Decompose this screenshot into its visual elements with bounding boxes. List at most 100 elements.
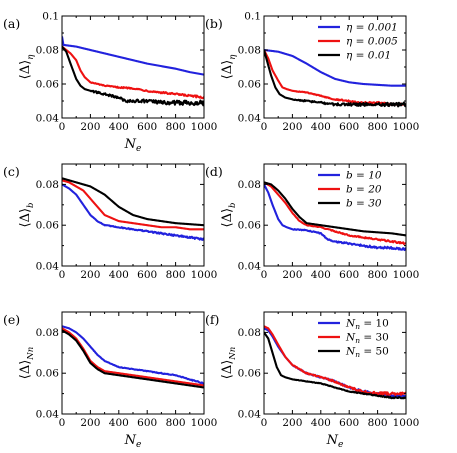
x-tick-label: 1000 xyxy=(191,269,218,281)
legend-label-main: η = 0.01 xyxy=(346,50,391,62)
y-tick-label: 0.06 xyxy=(238,368,262,380)
x-tick-label: 1000 xyxy=(191,121,218,133)
panel-label: (e) xyxy=(3,312,20,327)
x-tick-label: 400 xyxy=(109,269,129,281)
panel-e: 0 200 400 600 800 1000 0.04 0.06 0.08 (e) Ne ⟨Δ⟩Nn xyxy=(3,311,217,450)
series-line-black xyxy=(264,181,406,237)
x-tick-label: 200 xyxy=(282,269,302,281)
y-tick-label: 0.08 xyxy=(36,327,59,339)
legend-label-sub: n xyxy=(355,336,360,345)
y-tick-label: 0.06 xyxy=(238,79,262,91)
y-tick-label: 0.08 xyxy=(36,179,59,191)
x-tick-label: 800 xyxy=(368,121,388,133)
x-tick-label: 600 xyxy=(339,121,359,133)
y-tick-label: 0.08 xyxy=(238,45,261,57)
x-tick-label: 600 xyxy=(137,269,157,281)
x-tick-label: 600 xyxy=(137,417,157,429)
series-group xyxy=(62,177,204,241)
y-tick-label: 0.06 xyxy=(36,368,60,380)
legend-label-value: = 30 xyxy=(360,332,389,344)
x-tick-label: 200 xyxy=(80,417,100,429)
y-tick-label: 0.04 xyxy=(238,409,262,421)
x-tick-label: 400 xyxy=(311,417,331,429)
y-axis-label: ⟨Δ⟩Nn xyxy=(18,347,36,379)
series-line-blue xyxy=(62,183,204,241)
series-group xyxy=(264,325,406,400)
x-tick-label: 800 xyxy=(368,269,388,281)
series-line-black xyxy=(62,45,204,107)
legend-label-value: = 50 xyxy=(360,346,389,358)
series-line-black xyxy=(264,49,406,108)
legend-label-main: N xyxy=(345,332,356,344)
series-line-black xyxy=(62,329,204,389)
x-axis-label: Ne xyxy=(124,137,142,154)
x-tick-label: 0 xyxy=(261,269,268,281)
x-tick-label: 1000 xyxy=(393,417,420,429)
x-tick-label: 400 xyxy=(109,417,129,429)
x-axis-label-main: N xyxy=(326,433,339,448)
y-axis-label: ⟨Δ⟩η xyxy=(18,54,36,80)
legend-label-value: = 10 xyxy=(360,318,389,330)
y-tick-label: 0.04 xyxy=(238,261,262,273)
panel-d: 0 200 400 600 800 1000 0.04 0.06 0.08 (d) ⟨Δ⟩b b = … xyxy=(205,163,420,281)
y-axis-label-sub: η xyxy=(228,54,238,60)
y-axis-label: ⟨Δ⟩η xyxy=(220,54,238,80)
plot-frame xyxy=(61,311,205,415)
x-axis-label-sub: e xyxy=(338,440,343,450)
y-tick-label: 0.08 xyxy=(238,327,261,339)
x-tick-label: 400 xyxy=(311,121,331,133)
x-tick-label: 0 xyxy=(59,121,66,133)
series-group xyxy=(264,48,406,108)
panel-label: (c) xyxy=(3,164,20,179)
x-tick-label: 0 xyxy=(59,417,66,429)
y-tick-label: 0.06 xyxy=(238,220,262,232)
legend-label-main: b = 30 xyxy=(346,198,382,210)
legend-label: b = 30 xyxy=(346,198,382,210)
x-tick-label: 200 xyxy=(80,121,100,133)
legend-label: b = 10 xyxy=(346,170,382,182)
series-group xyxy=(62,36,204,107)
panel-c: 0 200 400 600 800 1000 0.04 0.06 0.08 (c) ⟨Δ⟩b xyxy=(3,163,218,281)
y-tick-label: 0.04 xyxy=(36,409,60,421)
series-line-red xyxy=(264,181,406,246)
x-tick-label: 600 xyxy=(339,269,359,281)
y-axis-label-sub: Nn xyxy=(26,347,36,361)
series-group xyxy=(264,181,406,252)
y-tick-label: 0.04 xyxy=(238,113,262,125)
x-axis-label-main: N xyxy=(124,137,137,152)
legend-label-main: b = 20 xyxy=(346,184,382,196)
x-tick-label: 1000 xyxy=(393,269,420,281)
x-tick-label: 600 xyxy=(137,121,157,133)
x-axis-label-sub: e xyxy=(136,144,141,154)
series-line-red xyxy=(264,325,406,396)
x-tick-label: 0 xyxy=(59,269,66,281)
y-tick-label: 0.04 xyxy=(36,113,60,125)
legend-label: Nn = 10 xyxy=(345,318,389,332)
plot-frame xyxy=(263,163,407,267)
y-tick-label: 0.08 xyxy=(36,45,59,57)
series-line-blue xyxy=(264,183,406,252)
x-tick-label: 800 xyxy=(166,269,186,281)
series-line-red xyxy=(62,179,204,231)
legend-label-main: b = 10 xyxy=(346,170,382,182)
legend-label-sub: n xyxy=(355,350,360,359)
y-tick-label: 0.1 xyxy=(42,11,59,23)
y-axis-label: ⟨Δ⟩b xyxy=(220,203,238,228)
x-tick-label: 1000 xyxy=(393,121,420,133)
y-tick-label: 0.1 xyxy=(244,11,261,23)
y-axis-label-sub: b xyxy=(228,203,238,208)
x-tick-label: 400 xyxy=(311,269,331,281)
y-tick-label: 0.08 xyxy=(238,179,261,191)
series-line-black xyxy=(264,331,406,400)
legend-label: Nn = 50 xyxy=(345,346,389,360)
x-tick-label: 400 xyxy=(109,121,129,133)
legend: b = 10 b = 20 b = 30 xyxy=(318,170,382,210)
y-axis-label: ⟨Δ⟩b xyxy=(18,203,36,228)
x-axis-label: Ne xyxy=(326,433,344,450)
series-line-blue xyxy=(62,36,204,76)
panel-a: 0 200 400 600 800 1000 0.04 0.06 0.08 0.1 (a) Ne ⟨Δ⟩… xyxy=(3,11,217,155)
y-axis-label-sub: η xyxy=(26,54,36,60)
legend-label: b = 20 xyxy=(346,184,382,196)
